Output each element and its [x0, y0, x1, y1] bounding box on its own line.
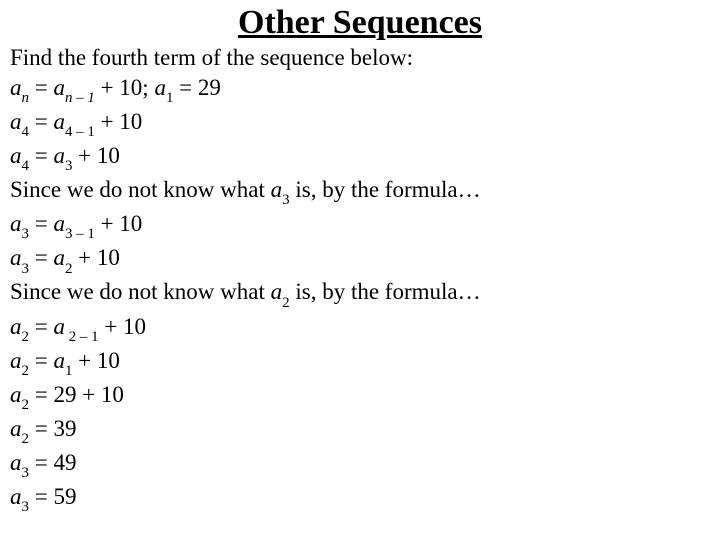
eq-line-2: a4 = a4 – 1 + 10 — [10, 107, 710, 141]
rhs-text: = 39 — [29, 416, 76, 441]
eq-text: = — [29, 75, 53, 100]
eq-text: = — [29, 245, 53, 270]
eq-line-8: a2 = 29 + 10 — [10, 380, 710, 414]
var-a: a — [10, 382, 22, 407]
plus10-text: + 10 — [72, 143, 119, 168]
eq-line-11: a3 = 59 — [10, 482, 710, 516]
plus10-text: + 10 — [95, 109, 142, 134]
sub-3minus1: 3 – 1 — [65, 226, 95, 242]
sub-2: 2 — [22, 397, 29, 413]
sub-2: 2 — [22, 329, 29, 345]
sub-4minus1: 4 – 1 — [65, 124, 95, 140]
sub-nminus1: n – 1 — [65, 90, 95, 106]
sub-3: 3 — [22, 465, 29, 481]
since-tail: is, by the formula… — [290, 279, 481, 304]
eq-line-3: a4 = a3 + 10 — [10, 141, 710, 175]
since-text: Since we do not know what — [10, 279, 271, 304]
var-a: a — [10, 75, 22, 100]
plus10-text: + 10 — [99, 314, 146, 339]
var-a: a — [10, 143, 22, 168]
sub-3: 3 — [65, 158, 72, 174]
sub-n: n — [22, 90, 29, 106]
sub-2: 2 — [65, 261, 72, 277]
eq-text: = — [29, 314, 53, 339]
var-a: a — [10, 416, 22, 441]
eq-line-6: a2 = a 2 – 1 + 10 — [10, 312, 710, 346]
rhs-text: = 49 — [29, 450, 76, 475]
eq-line-4: a3 = a3 – 1 + 10 — [10, 209, 710, 243]
eq-line-7: a2 = a1 + 10 — [10, 346, 710, 380]
var-a: a — [10, 211, 22, 236]
var-a: a — [53, 75, 65, 100]
sub-4: 4 — [22, 158, 29, 174]
sub-2: 2 — [22, 431, 29, 447]
slide-title: Other Sequences — [10, 4, 710, 41]
plus10-text: + 10 — [72, 348, 119, 373]
eq-line-5: a3 = a2 + 10 — [10, 243, 710, 277]
eq-text: = — [29, 211, 53, 236]
sub-2: 2 — [282, 295, 289, 311]
var-a: a — [10, 109, 22, 134]
eq-text: = — [29, 109, 53, 134]
eq-text: = — [29, 348, 53, 373]
var-a: a — [53, 143, 65, 168]
sub-3: 3 — [22, 226, 29, 242]
var-a: a — [53, 245, 65, 270]
var-a: a — [53, 314, 65, 339]
var-a: a — [271, 177, 283, 202]
rhs-text: = 59 — [29, 484, 76, 509]
sub-1: 1 — [65, 363, 72, 379]
var-a: a — [271, 279, 283, 304]
var-a: a — [53, 348, 65, 373]
var-a: a — [53, 109, 65, 134]
var-a: a — [10, 484, 22, 509]
eq-line-9: a2 = 39 — [10, 414, 710, 448]
since-line-1: Since we do not know what a3 is, by the … — [10, 175, 710, 209]
eq-text: = — [29, 143, 53, 168]
plus10-text: + 10 — [95, 211, 142, 236]
sub-3: 3 — [22, 261, 29, 277]
plus10-text: + 10; — [95, 75, 155, 100]
rhs-text: = 29 + 10 — [29, 382, 124, 407]
sub-3: 3 — [22, 499, 29, 515]
eq-line-10: a3 = 49 — [10, 448, 710, 482]
eq-line-1: an = an – 1 + 10; a1 = 29 — [10, 73, 710, 107]
var-a: a — [10, 245, 22, 270]
plus10-text: + 10 — [72, 245, 119, 270]
since-text: Since we do not know what — [10, 177, 271, 202]
var-a: a — [10, 348, 22, 373]
slide-page: Other Sequences Find the fourth term of … — [0, 0, 720, 520]
sub-2: 2 — [22, 363, 29, 379]
sub-4: 4 — [22, 124, 29, 140]
prompt-text: Find the fourth term of the sequence bel… — [10, 43, 710, 73]
var-a: a — [10, 314, 22, 339]
var-a: a — [10, 450, 22, 475]
sub-2minus1: 2 – 1 — [65, 329, 99, 345]
sub-1: 1 — [166, 90, 173, 106]
var-a: a — [154, 75, 166, 100]
since-tail: is, by the formula… — [290, 177, 481, 202]
since-line-2: Since we do not know what a2 is, by the … — [10, 277, 710, 311]
var-a: a — [53, 211, 65, 236]
sub-3: 3 — [282, 192, 289, 208]
val-29: = 29 — [173, 75, 220, 100]
